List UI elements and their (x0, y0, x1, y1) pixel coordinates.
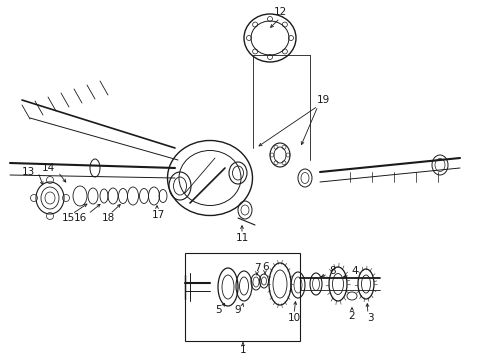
Text: 1: 1 (239, 345, 246, 355)
Text: 10: 10 (287, 313, 300, 323)
Text: 19: 19 (316, 95, 329, 105)
Text: 13: 13 (21, 167, 35, 177)
Text: 17: 17 (151, 210, 164, 220)
Text: 9: 9 (234, 305, 241, 315)
Text: 2: 2 (348, 311, 355, 321)
Text: 16: 16 (73, 213, 86, 223)
Text: 18: 18 (101, 213, 114, 223)
Text: 6: 6 (262, 262, 269, 272)
Text: 8: 8 (329, 266, 336, 276)
Text: 7: 7 (253, 263, 260, 273)
Text: 5: 5 (214, 305, 221, 315)
Text: 11: 11 (235, 233, 248, 243)
Text: 4: 4 (351, 266, 358, 276)
Bar (184, 253, 299, 341)
Text: 3: 3 (366, 313, 372, 323)
Text: 14: 14 (41, 163, 55, 173)
Text: 12: 12 (273, 7, 286, 17)
Text: 15: 15 (61, 213, 75, 223)
